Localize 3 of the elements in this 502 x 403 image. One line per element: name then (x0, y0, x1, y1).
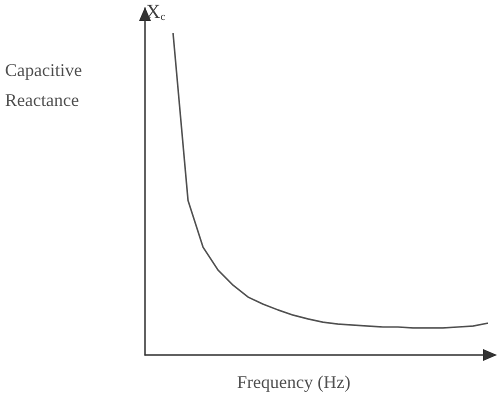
y-axis-title: Capacitive Reactance (5, 60, 86, 110)
x-axis-title: Frequency (Hz) (237, 372, 350, 392)
text: Xc (146, 1, 166, 23)
